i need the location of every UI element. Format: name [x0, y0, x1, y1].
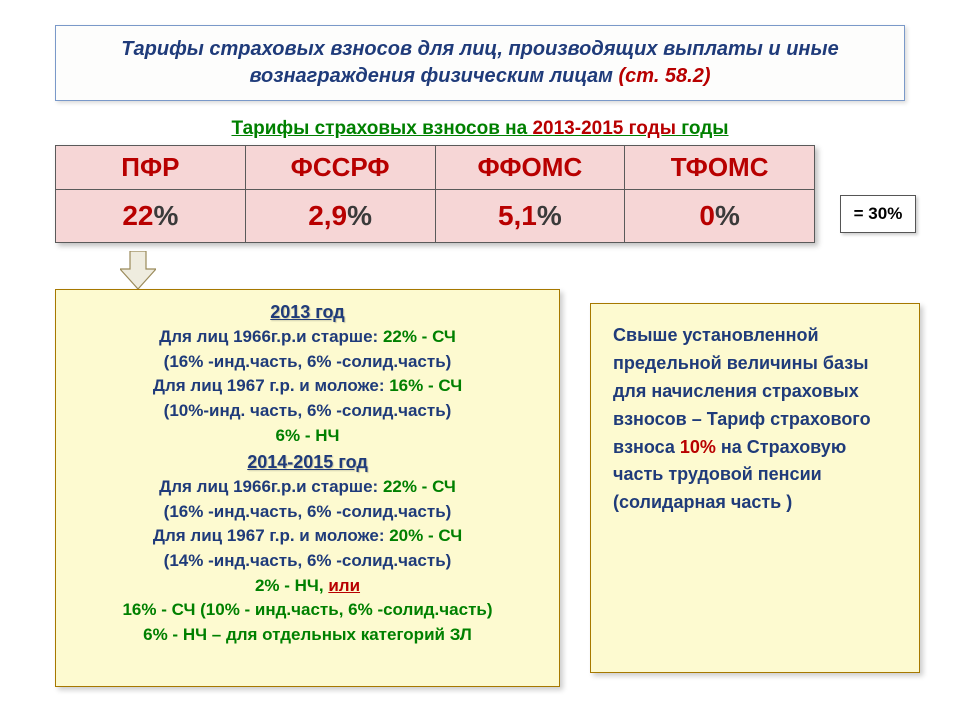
pct-sign: %: [347, 200, 372, 231]
subtitle-pre: Тарифы страховых взносов на: [231, 118, 532, 139]
num: 0: [699, 200, 715, 231]
line: Для лиц 1966г.р.и старше: 22% - СЧ: [70, 325, 545, 350]
hdr-fssrf: ФССРФ: [245, 146, 435, 190]
num: 5,1: [498, 200, 537, 231]
txt: 2% - НЧ,: [255, 576, 328, 595]
txt: 16% - СЧ: [389, 376, 462, 395]
txt: Для лиц 1967 г.р. и моложе:: [153, 526, 389, 545]
year-2014-hdr: 2014-2015 год: [70, 452, 545, 473]
table-value-row: 22% 2,9% 5,1% 0%: [56, 190, 815, 243]
txt: 22% - СЧ: [383, 327, 456, 346]
val-tfoms: 0%: [625, 190, 815, 243]
line: 2% - НЧ, или: [70, 574, 545, 599]
val-ffoms: 5,1%: [435, 190, 625, 243]
hdr-tfoms: ТФОМС: [625, 146, 815, 190]
subtitle-years: 2013-2015 годы: [532, 118, 675, 139]
title-box: Тарифы страховых взносов для лиц, произв…: [55, 25, 905, 101]
rt-pct: 10%: [680, 437, 716, 457]
down-arrow-icon: [120, 251, 156, 289]
title-text: Тарифы страховых взносов для лиц, произв…: [121, 38, 838, 87]
pct-sign: %: [537, 200, 562, 231]
line: 6% - НЧ: [70, 424, 545, 449]
line: Для лиц 1967 г.р. и моложе: 16% - СЧ: [70, 374, 545, 399]
line: (16% -инд.часть, 6% -солид.часть): [70, 500, 545, 525]
title-main: Тарифы страховых взносов для лиц, произв…: [121, 38, 838, 87]
line: 6% - НЧ – для отдельных категорий ЗЛ: [70, 623, 545, 648]
txt: 20% - СЧ: [389, 526, 462, 545]
subtitle: Тарифы страховых взносов на 2013-2015 го…: [0, 118, 960, 140]
txt: 22% - СЧ: [383, 477, 456, 496]
table-header-row: ПФР ФССРФ ФФОМС ТФОМС: [56, 146, 815, 190]
line: (16% -инд.часть, 6% -солид.часть): [70, 350, 545, 375]
equals-box: = 30%: [840, 195, 916, 233]
right-box: Свыше установленной предельной величины …: [590, 303, 920, 673]
num: 2,9: [308, 200, 347, 231]
rates-table: ПФР ФССРФ ФФОМС ТФОМС 22% 2,9% 5,1% 0%: [55, 145, 815, 243]
txt-ili: или: [328, 576, 360, 595]
pct-sign: %: [715, 200, 740, 231]
year-2013-hdr: 2013 год: [70, 302, 545, 323]
hdr-ffoms: ФФОМС: [435, 146, 625, 190]
details-box: 2013 год Для лиц 1966г.р.и старше: 22% -…: [55, 289, 560, 687]
val-fssrf: 2,9%: [245, 190, 435, 243]
line: Для лиц 1967 г.р. и моложе: 20% - СЧ: [70, 524, 545, 549]
line: (10%-инд. часть, 6% -солид.часть): [70, 399, 545, 424]
num: 22: [122, 200, 153, 231]
line: 16% - СЧ (10% - инд.часть, 6% -солид.час…: [70, 598, 545, 623]
line: Для лиц 1966г.р.и старше: 22% - СЧ: [70, 475, 545, 500]
hdr-pfr: ПФР: [56, 146, 246, 190]
txt: Для лиц 1966г.р.и старше:: [159, 477, 383, 496]
line: (14% -инд.часть, 6% -солид.часть): [70, 549, 545, 574]
title-statute: (ст. 58.2): [619, 65, 711, 87]
pct-sign: %: [154, 200, 179, 231]
val-pfr: 22%: [56, 190, 246, 243]
right-text: Свыше установленной предельной величины …: [613, 325, 871, 512]
txt: Для лиц 1966г.р.и старше:: [159, 327, 383, 346]
txt: Для лиц 1967 г.р. и моложе:: [153, 376, 389, 395]
subtitle-post: годы: [676, 118, 729, 139]
